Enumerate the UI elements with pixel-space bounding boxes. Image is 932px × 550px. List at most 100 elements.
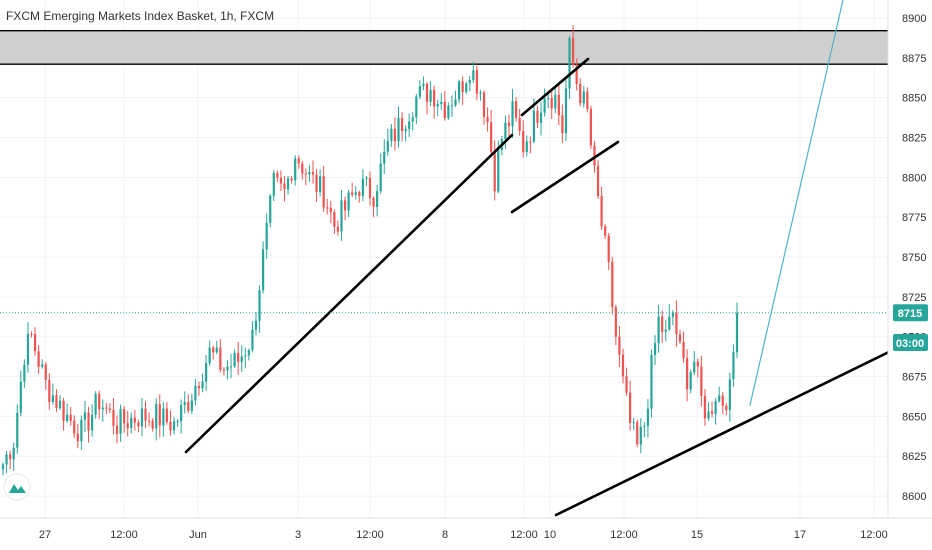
candle-body (735, 312, 739, 353)
candle (586, 87, 589, 113)
price-axis-ticks: 8600862586508675870087258750877588008825… (902, 13, 926, 503)
candle-body (340, 200, 343, 232)
candle-body (468, 80, 471, 84)
candle (222, 367, 226, 376)
candle-body (272, 173, 275, 196)
candle-body (237, 352, 240, 363)
candle-body (618, 336, 621, 355)
candle (343, 196, 347, 221)
candle (105, 402, 108, 415)
candle-body (457, 81, 461, 100)
candle-body (511, 101, 514, 127)
candle (276, 170, 279, 183)
candle-body (514, 101, 518, 118)
candle-body (119, 409, 122, 434)
candle-body (158, 404, 161, 426)
candle-body (383, 151, 386, 164)
candle (1, 462, 5, 476)
candle-body (311, 171, 315, 175)
candle-body (454, 99, 457, 106)
candle (354, 186, 357, 200)
time-axis[interactable] (0, 518, 932, 550)
candle (550, 90, 553, 120)
candle (130, 412, 133, 434)
candle (304, 168, 307, 186)
time-tick-label: 12:00 (610, 529, 638, 541)
candle-body (386, 140, 389, 152)
candle (368, 171, 372, 206)
candle-body (703, 395, 707, 419)
candle (372, 196, 375, 218)
candle-body (30, 333, 33, 335)
drawings-layer[interactable] (184, 0, 899, 517)
candle (297, 155, 300, 169)
candle-body (41, 364, 44, 367)
candle-body (215, 347, 218, 353)
candle (589, 105, 593, 149)
candle-body (589, 108, 593, 146)
candle-body (525, 141, 528, 153)
candle-body (229, 366, 233, 368)
candle-body (101, 407, 104, 410)
candle (433, 85, 436, 119)
candle-body (294, 158, 297, 181)
trendline-support-1[interactable] (184, 133, 514, 454)
candle-body (393, 128, 397, 142)
price-tick-label: 8750 (902, 252, 926, 264)
candle-body (490, 122, 493, 152)
candle-body (611, 261, 614, 308)
candle (657, 304, 660, 353)
candle (172, 417, 176, 435)
candle (201, 373, 204, 393)
candle-body (276, 173, 279, 178)
countdown-badge: 03:00 (893, 334, 928, 351)
candle (482, 90, 486, 125)
candle-body (625, 376, 628, 393)
candle (44, 362, 47, 390)
candle-body (5, 454, 8, 465)
candle (632, 417, 635, 431)
countdown-badge-bg (893, 334, 928, 351)
candle-body (226, 366, 229, 371)
candle-body (62, 400, 65, 421)
wedge-upper-line[interactable] (520, 57, 590, 117)
candle-body (329, 207, 332, 213)
candle (507, 114, 511, 137)
tradingview-logo-icon[interactable] (3, 473, 31, 501)
candle (326, 198, 329, 215)
candle-body (700, 366, 703, 396)
candle-body (55, 395, 58, 409)
candle (187, 394, 190, 414)
candle-body (632, 422, 635, 424)
wedge-lower-line[interactable] (510, 140, 620, 214)
candle-body (653, 343, 657, 356)
candle-body (543, 98, 546, 113)
candle (351, 182, 354, 198)
candle-body (162, 408, 165, 426)
candle (379, 153, 382, 194)
candle (468, 75, 471, 92)
candle (525, 135, 528, 157)
candle (504, 115, 507, 149)
last-price-badge-bg (893, 304, 928, 322)
candle-body (693, 361, 696, 373)
candle (486, 107, 489, 132)
candle (518, 108, 521, 136)
candle (707, 402, 710, 422)
price-axis[interactable] (888, 0, 932, 518)
candle-body (105, 407, 108, 409)
candle (197, 381, 201, 396)
candle-body (425, 83, 429, 102)
projection-line[interactable] (749, 0, 844, 406)
candle (294, 155, 297, 186)
candle (322, 165, 325, 212)
trendline-support-2[interactable] (554, 346, 899, 517)
price-tick-label: 8650 (902, 411, 926, 423)
candle-body (696, 361, 699, 367)
candle (693, 351, 696, 376)
candle-body (479, 92, 482, 94)
candle (283, 176, 286, 202)
candle (151, 418, 154, 432)
candle-body (94, 393, 97, 415)
